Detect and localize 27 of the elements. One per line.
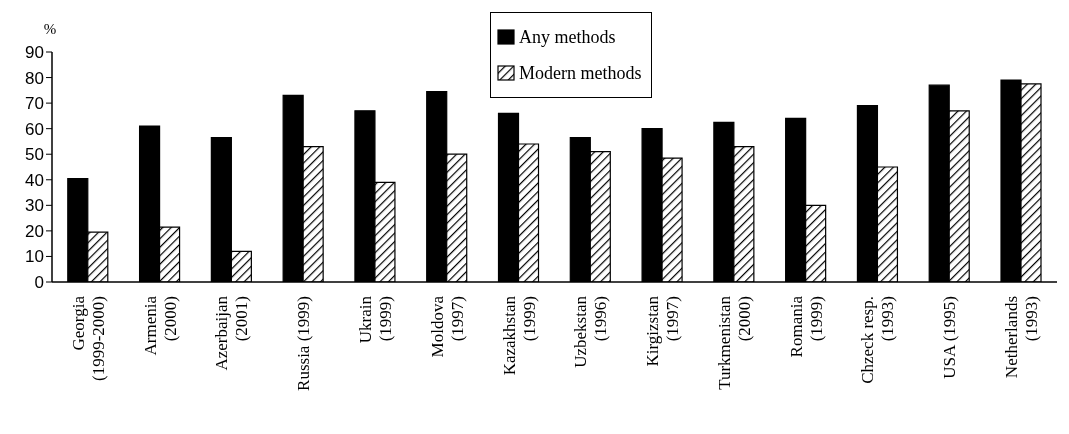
y-tick-label: 80: [25, 68, 44, 88]
x-tick-label: Armenia (2000): [140, 295, 180, 356]
x-tick-label: Netherlands (1993): [1002, 296, 1042, 379]
y-tick-label: 90: [25, 43, 44, 63]
legend-label: Any methods: [519, 26, 616, 48]
y-tick-label: 60: [25, 119, 44, 139]
x-tick-label: Chzeck resp. (1993): [858, 296, 898, 384]
y-tick-label: 20: [25, 221, 44, 241]
x-tick-label: Georgia (1999-2000): [68, 295, 108, 381]
y-tick-label: 40: [25, 170, 44, 190]
x-tick-label: Turkmenistan (2000): [714, 295, 754, 390]
y-axis-title: %: [43, 21, 57, 37]
x-tick-label: Russia (1999): [294, 296, 314, 391]
x-tick-label: Azerbaijan (2001): [212, 295, 252, 371]
y-tick-label: 10: [25, 247, 44, 267]
legend-label: Modern methods: [519, 62, 642, 84]
y-tick-label: 50: [25, 145, 44, 165]
x-tick-label: Romania (1999): [786, 295, 826, 358]
y-tick-label: 30: [25, 196, 44, 216]
x-tick-label: Uzbekstan (1996): [571, 295, 611, 368]
y-tick-label: 70: [25, 94, 44, 114]
y-tick-label: 0: [34, 273, 44, 293]
x-tick-label: Kirgizstan (1997): [643, 295, 683, 367]
x-tick-label: USA (1995): [940, 296, 960, 379]
x-tick-label: Moldova (1997): [427, 295, 467, 358]
x-tick-label: Kazakhstan (1999): [499, 295, 539, 376]
x-tick-label: Ukrain (1999): [355, 295, 395, 344]
